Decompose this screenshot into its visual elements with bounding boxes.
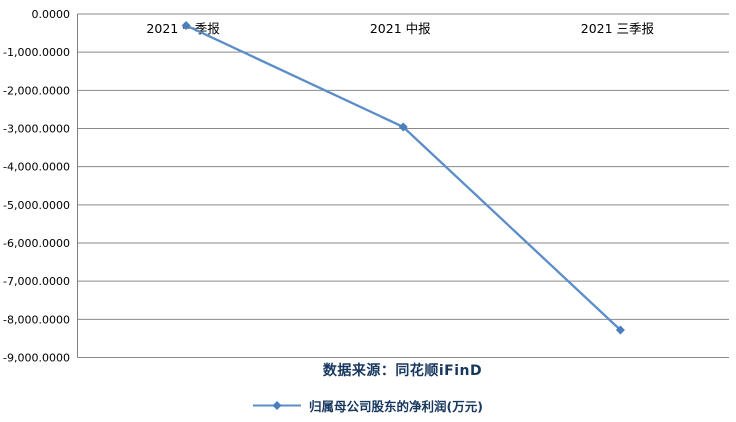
y-axis-tick-label: -9,000.0000	[3, 352, 70, 365]
data-point-marker	[181, 20, 191, 30]
y-axis-tick-label: -6,000.0000	[3, 237, 70, 250]
y-axis-tick-label: -3,000.0000	[3, 123, 70, 136]
y-axis-tick-label: -1,000.0000	[3, 46, 70, 59]
legend: 归属母公司股东的净利润(万元)	[0, 396, 736, 415]
y-axis-tick-label: -8,000.0000	[3, 313, 70, 326]
data-source-label: 数据来源：同花顺iFinD	[322, 363, 483, 379]
y-axis-tick-label: 0.0000	[32, 8, 71, 21]
data-point-marker	[398, 122, 408, 132]
legend-diamond-marker-icon	[272, 401, 282, 410]
y-axis-tick-label: -7,000.0000	[3, 275, 70, 288]
x-axis-category-label: 2021 一季报	[146, 21, 220, 36]
legend-series-label: 归属母公司股东的净利润(万元)	[309, 399, 483, 414]
y-axis-tick-label: -2,000.0000	[3, 84, 70, 97]
y-axis-tick-label: -5,000.0000	[3, 199, 70, 212]
x-axis-category-label: 2021 三季报	[581, 21, 655, 36]
x-axis-category-label: 2021 中报	[370, 21, 431, 36]
data-point-marker	[615, 325, 625, 335]
data-series-line	[184, 24, 622, 332]
legend-line-marker-icon	[253, 401, 302, 410]
y-axis-tick-label: -4,000.0000	[3, 161, 70, 174]
line-chart: 0.0000 -1,000.0000 -2,000.0000 -3,000.0000 -…	[3, 8, 729, 365]
